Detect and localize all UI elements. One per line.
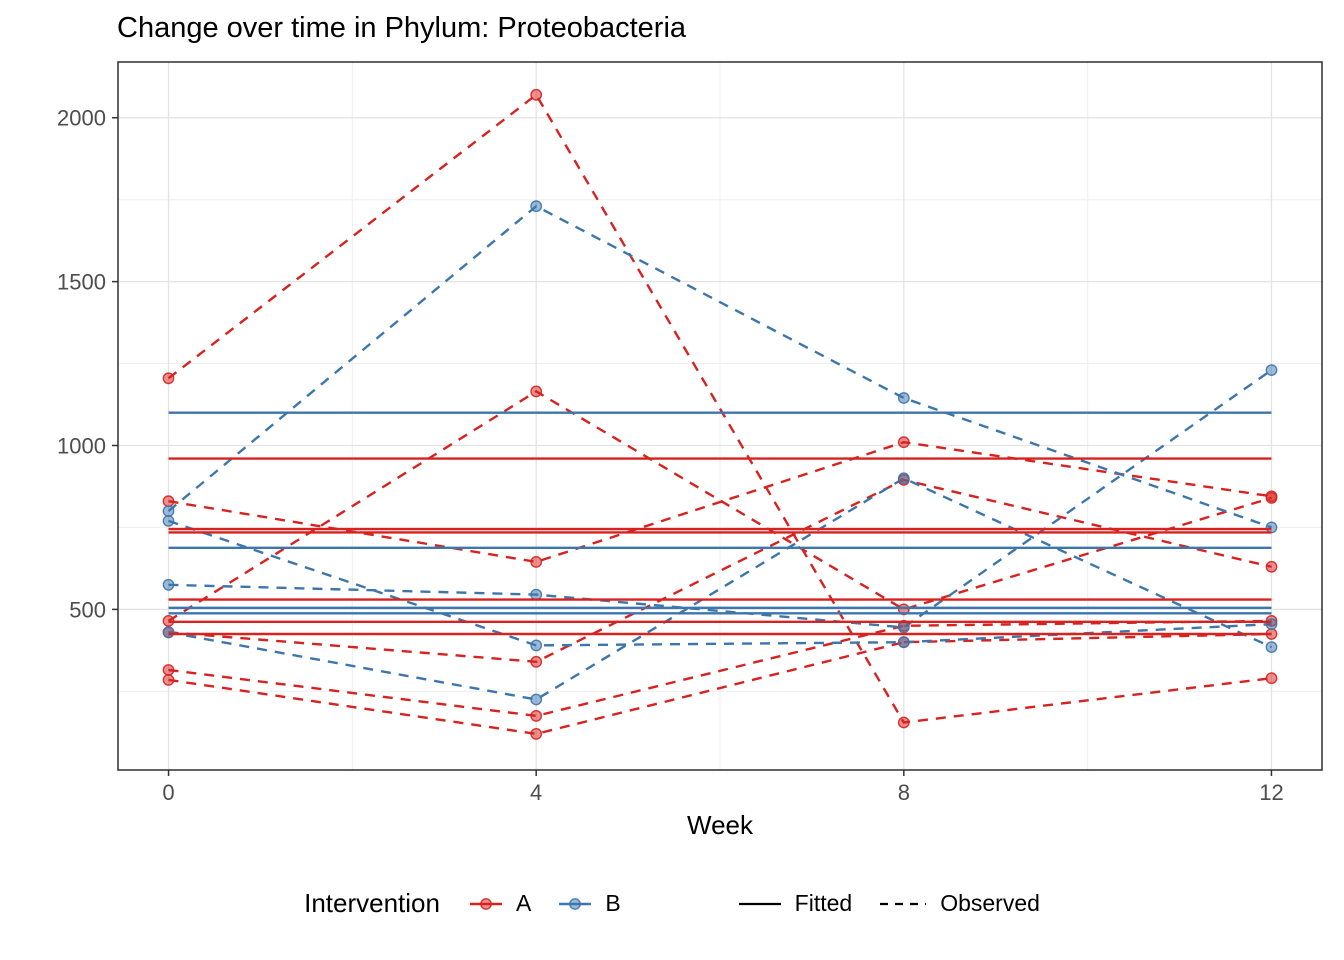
svg-text:1500: 1500 [57, 270, 106, 295]
legend-label-fitted: Fitted [794, 890, 853, 916]
chart-canvas: 0 4 8 12 500 1000 1500 2000 [57, 61, 1323, 805]
legend-label-observed: Observed [940, 890, 1040, 916]
dashed-line-icon [880, 902, 927, 905]
legend-title: Intervention [304, 888, 440, 918]
legend-key-b-icon [559, 897, 592, 910]
legend-label-a: A [515, 890, 532, 916]
legend-item-fitted: Fitted [737, 890, 853, 917]
legend-label-b: B [605, 890, 621, 916]
grid-minor [118, 62, 1322, 770]
svg-text:2000: 2000 [57, 106, 106, 131]
panel-border [117, 61, 1323, 771]
solid-line-icon [738, 902, 781, 905]
legend-item-group-a: A [468, 890, 531, 917]
svg-text:0: 0 [162, 780, 174, 805]
svg-text:12: 12 [1259, 780, 1283, 805]
svg-text:8: 8 [898, 780, 910, 805]
chart-title: Change over time in Phylum: Proteobacter… [117, 12, 687, 44]
svg-text:1000: 1000 [57, 434, 106, 459]
legend: Intervention A B Fitted [0, 888, 1344, 919]
legend-spacer [647, 903, 711, 904]
axis-ticks [112, 116, 1273, 776]
svg-text:500: 500 [69, 597, 106, 622]
fitted-lines [168, 411, 1272, 636]
x-axis-title: Week [687, 810, 753, 840]
svg-text:4: 4 [530, 780, 542, 805]
legend-key-a-icon [469, 897, 502, 910]
axis-tick-labels: 0 4 8 12 500 1000 1500 2000 [57, 106, 1284, 805]
legend-item-observed: Observed [878, 890, 1040, 917]
observed-points [162, 88, 1278, 740]
legend-item-group-b: B [557, 890, 621, 917]
